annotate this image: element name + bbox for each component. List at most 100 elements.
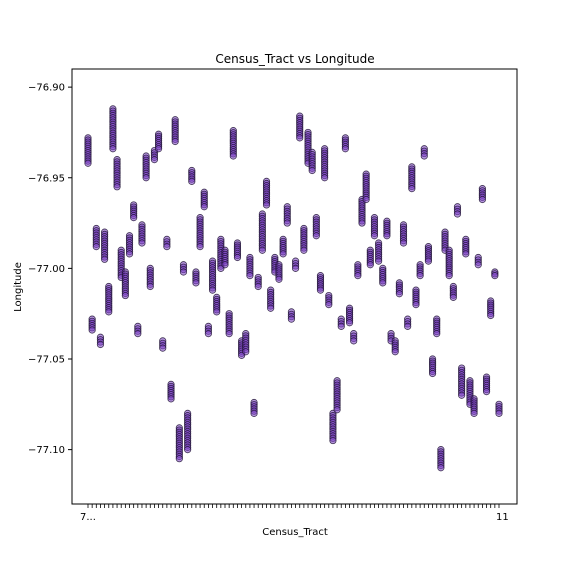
data-point [259,247,265,253]
data-point [338,323,344,329]
data-point [106,309,112,315]
data-point [226,330,232,336]
data-point [85,160,91,166]
data-point [483,388,489,394]
data-point [351,338,357,344]
data-point [155,146,161,152]
data-point [363,196,369,202]
data-point [446,272,452,278]
data-point [214,309,220,315]
data-point [164,243,170,249]
data-point [284,220,290,226]
x-last-tick-label: 11 [496,512,509,523]
data-point [413,301,419,307]
data-point [355,272,361,278]
data-point [454,211,460,217]
data-point [479,196,485,202]
data-point [475,262,481,268]
data-point [230,153,236,159]
x-first-tick-label: 7... [80,512,96,523]
data-point [114,184,120,190]
data-point [292,265,298,271]
data-point [280,251,286,257]
data-point [301,247,307,253]
data-point [193,280,199,286]
data-point [421,153,427,159]
data-point [438,465,444,471]
data-point [172,138,178,144]
data-point [371,233,377,239]
data-point [101,256,107,262]
data-point [197,243,203,249]
data-point [130,214,136,220]
data-point [201,204,207,210]
x-axis-label: Census_Tract [262,527,328,538]
y-tick-label: −76.90 [28,83,65,94]
data-point [488,312,494,318]
y-tick-label: −77.05 [28,355,65,366]
data-point [392,349,398,355]
data-point [168,396,174,402]
data-point [251,410,257,416]
data-point [425,258,431,264]
y-tick-label: −77.10 [28,445,65,456]
data-point [176,455,182,461]
y-tick-label: −76.95 [28,173,65,184]
data-point [135,330,141,336]
data-point [334,407,340,413]
data-point [434,330,440,336]
data-point [384,233,390,239]
data-point [93,243,99,249]
data-point [450,294,456,300]
data-point [267,305,273,311]
data-point [122,292,128,298]
data-point [317,287,323,293]
data-point [346,320,352,326]
data-point [288,316,294,322]
y-axis-label: Longitude [13,262,24,312]
data-point [309,167,315,173]
chart-title: Census_Tract vs Longitude [215,52,374,66]
data-point [492,272,498,278]
data-point [396,291,402,297]
data-point [89,327,95,333]
data-point [234,254,240,260]
data-point [400,240,406,246]
data-point [180,269,186,275]
data-point [147,283,153,289]
data-point [326,301,332,307]
data-point [255,283,261,289]
data-point [321,175,327,181]
data-point [496,410,502,416]
data-point [184,446,190,452]
data-point [463,251,469,257]
data-point [404,323,410,329]
data-point [151,156,157,162]
data-point [380,280,386,286]
data-point [471,410,477,416]
data-point [247,272,253,278]
data-point [409,185,415,191]
data-point [367,262,373,268]
data-point [297,135,303,141]
data-point [330,437,336,443]
data-point [139,240,145,246]
data-point [313,233,319,239]
y-tick-label: −77.00 [28,264,65,275]
data-point [160,345,166,351]
data-point [205,330,211,336]
data-point [342,146,348,152]
data-point [359,220,365,226]
data-point [126,251,132,257]
data-point [276,276,282,282]
data-point [458,392,464,398]
data-point [429,370,435,376]
data-point [189,178,195,184]
data-point [222,262,228,268]
data-point [97,341,103,347]
data-point [263,202,269,208]
data-point [143,175,149,181]
data-point [110,146,116,152]
